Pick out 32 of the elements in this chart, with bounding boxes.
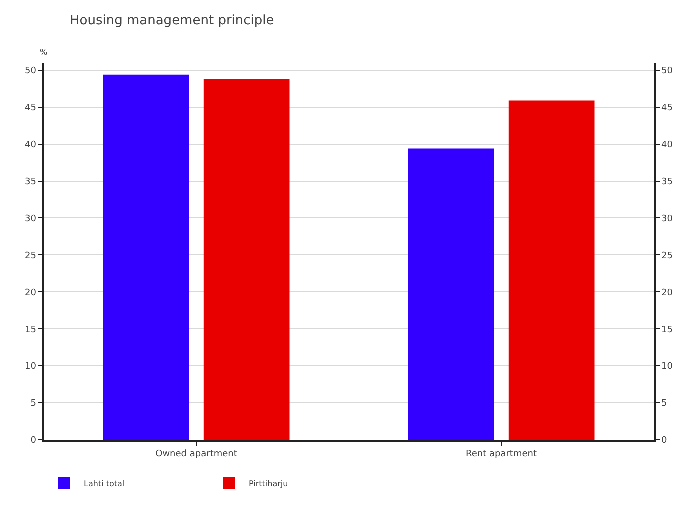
y-tick-label: 50: [24, 66, 37, 77]
y2-tick-label: 45: [662, 104, 674, 114]
y-tick-label: 5: [30, 399, 36, 410]
y-tick-label: 35: [24, 177, 36, 188]
y-tick-label: 45: [24, 104, 36, 114]
y-tick-label: 20: [24, 288, 37, 298]
y-tick-label: 40: [24, 140, 37, 150]
y-axis-title: %: [40, 48, 48, 57]
y2-tick-label: 0: [662, 436, 668, 446]
y2-tick-label: 25: [662, 251, 674, 262]
x-tick-label: Rent apartment: [466, 450, 538, 460]
y2-tick-label: 20: [662, 288, 674, 298]
y-tick-label: 10: [24, 362, 37, 372]
legend-label: Pirttiharju: [249, 479, 288, 488]
chart-title: Housing management principle: [70, 14, 274, 29]
y2-tick-label: 35: [662, 177, 674, 188]
y2-tick-label: 40: [662, 140, 674, 150]
x-tick-label: Owned apartment: [156, 450, 238, 460]
bar: [103, 74, 190, 440]
legend-label: Lahti total: [84, 479, 125, 488]
y2-tick-label: 30: [662, 214, 674, 224]
y2-tick-label: 10: [662, 362, 674, 372]
bar: [204, 79, 290, 440]
y-tick-label: 30: [24, 214, 37, 224]
y2-tick-label: 15: [662, 325, 674, 336]
y2-tick-label: 5: [662, 399, 668, 410]
y-tick-label: 25: [24, 251, 36, 262]
y2-tick-label: 50: [662, 66, 674, 77]
bar: [408, 148, 494, 440]
y-tick-label: 0: [30, 436, 37, 446]
y-tick-label: 15: [24, 325, 36, 336]
bar: [508, 100, 595, 440]
